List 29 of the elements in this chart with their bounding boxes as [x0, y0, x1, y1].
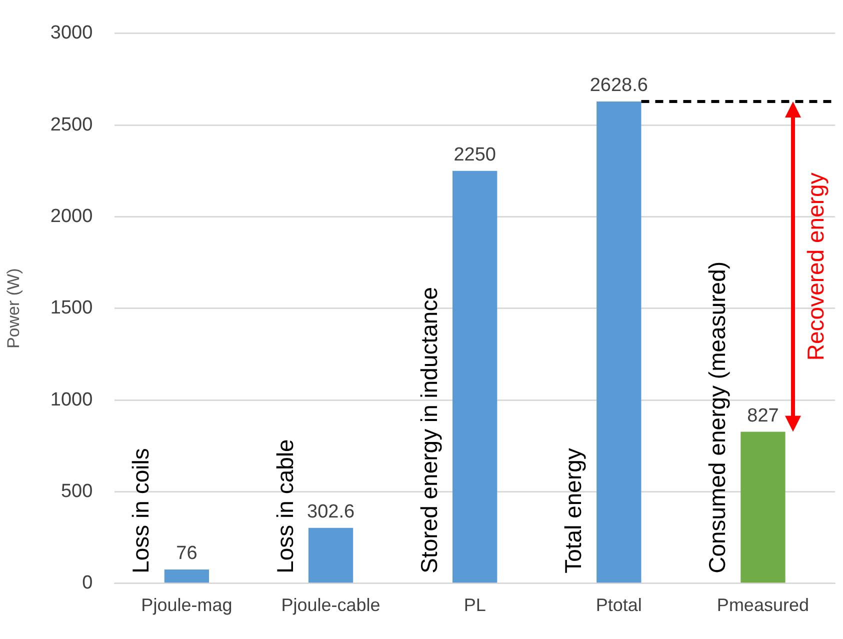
data-label: 827 [747, 406, 779, 427]
y-tick-label: 3000 [50, 22, 93, 44]
annotation: Consumed energy (measured) [704, 261, 730, 574]
y-axis-title: Power (W) [4, 268, 23, 349]
data-label: 76 [176, 543, 198, 564]
data-label: 2250 [454, 144, 496, 166]
annotation: Loss in cable [272, 439, 298, 574]
y-tick-label: 1000 [50, 389, 93, 410]
x-tick-label: Pjoule-cable [281, 595, 380, 616]
bar [740, 432, 786, 583]
annotation: Recovered energy [802, 172, 828, 361]
data-label: 302.6 [306, 502, 355, 523]
bar [308, 528, 354, 583]
y-tick-label: 2000 [50, 206, 93, 227]
x-tick-label: Pjoule-mag [141, 595, 232, 616]
bar [164, 569, 210, 583]
x-tick-label: PL [464, 595, 486, 616]
bar [596, 101, 642, 583]
y-tick-label: 500 [60, 480, 93, 502]
annotation: Stored energy in inductance [416, 286, 442, 574]
x-tick-label: Pmeasured [716, 595, 809, 616]
x-tick-label: Ptotal [596, 595, 642, 616]
annotation: Total energy [560, 448, 586, 574]
data-label: 2628.6 [590, 75, 648, 96]
y-tick-label: 0 [82, 572, 93, 594]
annotation: Loss in coils [128, 448, 154, 574]
bar [452, 170, 498, 583]
y-tick-label: 1500 [50, 298, 93, 319]
y-tick-label: 2500 [50, 114, 93, 136]
